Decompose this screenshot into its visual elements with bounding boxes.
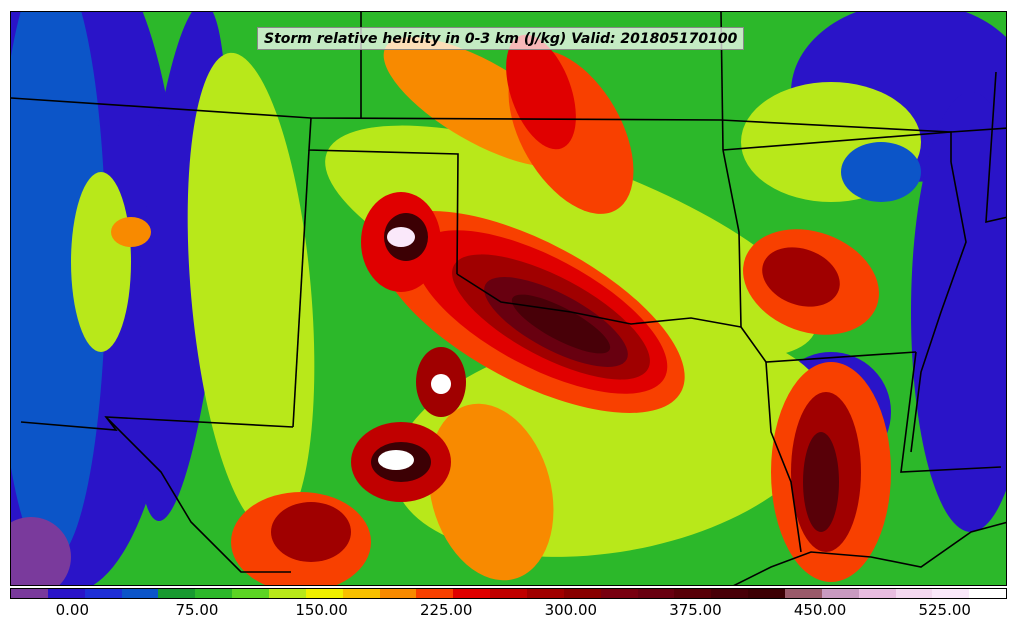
colorbar-segment bbox=[232, 589, 270, 598]
colorbar-segment bbox=[342, 589, 380, 598]
colorbar-segment bbox=[674, 589, 712, 598]
state-borders bbox=[11, 12, 1006, 585]
helicity-contour bbox=[506, 34, 576, 150]
colorbar-segment bbox=[600, 589, 638, 598]
colorbar-segment bbox=[416, 589, 454, 598]
helicity-contour bbox=[431, 374, 451, 394]
colorbar-segment bbox=[47, 589, 85, 598]
colorbar-segment bbox=[158, 589, 196, 598]
colorbar-segment bbox=[527, 589, 564, 598]
helicity-contour bbox=[511, 294, 611, 354]
helicity-contour bbox=[428, 403, 554, 581]
colorbar-segment bbox=[453, 589, 491, 598]
colorbar-segment bbox=[932, 589, 970, 598]
colorbar-segment bbox=[305, 589, 343, 598]
helicity-contour bbox=[71, 172, 131, 352]
colorbar bbox=[10, 588, 1007, 599]
helicity-contour bbox=[111, 217, 151, 247]
colorbar-segment bbox=[490, 589, 528, 598]
colorbar-segment bbox=[748, 589, 786, 598]
colorbar-segment bbox=[858, 589, 896, 598]
helicity-contour bbox=[11, 517, 71, 585]
colorbar-segment bbox=[379, 589, 417, 598]
helicity-contour bbox=[271, 502, 351, 562]
colorbar-tick-label: 450.00 bbox=[793, 601, 847, 619]
helicity-contour bbox=[911, 92, 1006, 532]
helicity-contour bbox=[187, 52, 315, 532]
colorbar-tick-label: 375.00 bbox=[669, 601, 722, 619]
helicity-contour bbox=[387, 227, 415, 247]
helicity-contour bbox=[325, 125, 817, 359]
colorbar-tick-label: 75.00 bbox=[175, 601, 219, 619]
colorbar-segment bbox=[11, 589, 48, 598]
colorbar-segment bbox=[821, 589, 859, 598]
colorbar-segment bbox=[711, 589, 749, 598]
colorbar-tick-label: 300.00 bbox=[544, 601, 598, 619]
colorbar-ticks: 0.00 75.00 150.00 225.00 300.00 375.00 450.00 5… bbox=[10, 601, 1007, 625]
helicity-contour bbox=[11, 12, 106, 562]
colorbar-segment bbox=[269, 589, 306, 598]
helicity-map: Storm relative helicity in 0-3 km (J/kg)… bbox=[10, 11, 1007, 586]
helicity-field bbox=[11, 12, 1006, 585]
helicity-contour bbox=[378, 450, 414, 470]
colorbar-tick-label: 150.00 bbox=[295, 601, 348, 619]
map-title-box: Storm relative helicity in 0-3 km (J/kg)… bbox=[257, 27, 745, 50]
helicity-contours bbox=[11, 12, 1006, 585]
helicity-contour bbox=[803, 432, 839, 532]
colorbar-segment bbox=[785, 589, 822, 598]
colorbar-segment bbox=[637, 589, 675, 598]
colorbar-tick-label: 0.00 bbox=[55, 601, 90, 619]
helicity-contour bbox=[762, 247, 840, 307]
colorbar-segment bbox=[969, 589, 1007, 598]
map-title: Storm relative helicity in 0-3 km (J/kg)… bbox=[264, 30, 738, 47]
colorbar-segment bbox=[895, 589, 933, 598]
colorbar-tick-label: 525.00 bbox=[918, 601, 971, 619]
colorbar-segment bbox=[195, 589, 233, 598]
colorbar-segment bbox=[563, 589, 601, 598]
colorbar-segment bbox=[121, 589, 159, 598]
colorbar-segment bbox=[84, 589, 122, 598]
helicity-contour bbox=[841, 142, 921, 202]
colorbar-tick-label: 225.00 bbox=[419, 601, 473, 619]
